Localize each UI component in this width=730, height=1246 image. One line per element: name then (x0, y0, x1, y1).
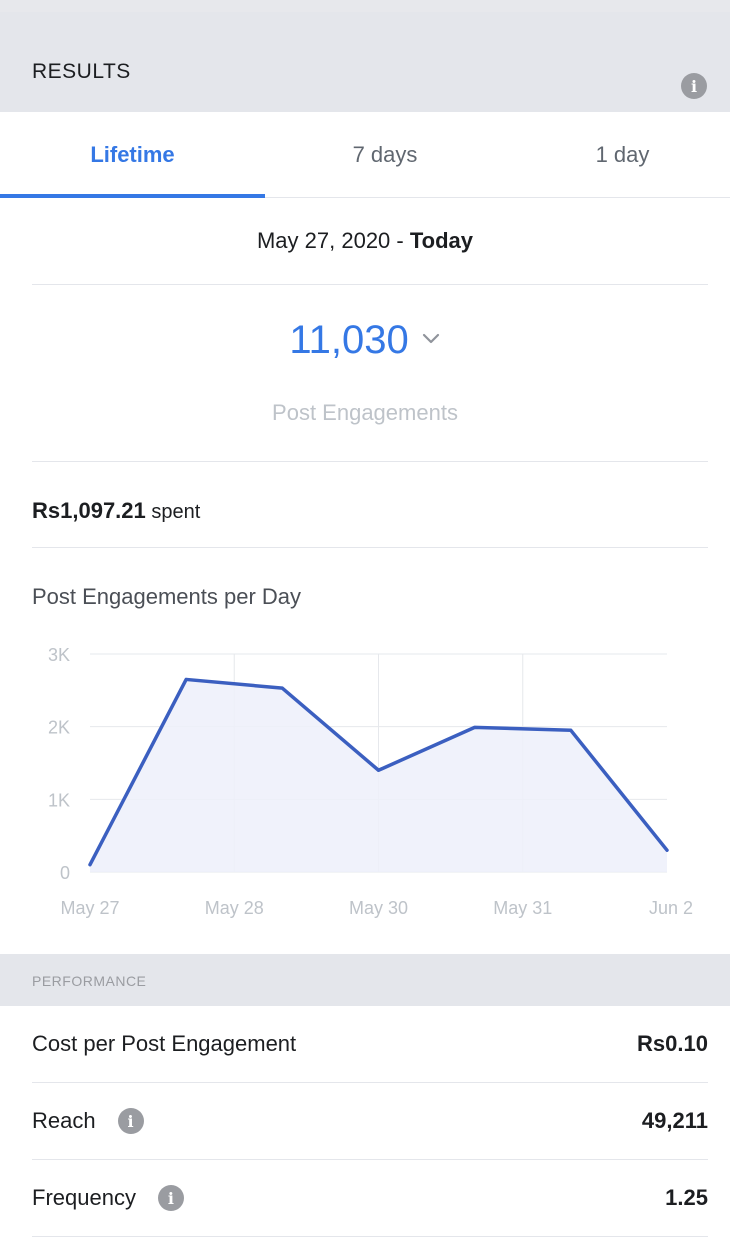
performance-section-header: PERFORMANCE (0, 954, 730, 1006)
metric-selector[interactable]: 11,030 (0, 318, 730, 363)
performance-title: PERFORMANCE (32, 973, 147, 989)
date-range-separator: - (390, 228, 410, 253)
performance-list: Cost per Post Engagement Rs0.10 Reach i … (0, 1006, 730, 1246)
date-range-start: May 27, 2020 (256, 228, 391, 253)
row-value: 49,211 (641, 1108, 708, 1133)
chevron-down-icon (422, 333, 439, 343)
spent-suffix: spent (151, 501, 201, 523)
info-icon[interactable]: i (681, 73, 707, 99)
active-tab-indicator (0, 194, 265, 198)
tab-7-days[interactable]: 7 days (352, 142, 418, 167)
divider (32, 547, 708, 548)
x-tick-label: Jun 2 (649, 898, 693, 918)
performance-row-frequency: Frequency i 1.25 (32, 1160, 708, 1237)
results-card: Lifetime 7 days 1 day May 27, 2020 - Tod… (0, 112, 730, 954)
tab-1-day[interactable]: 1 day (595, 142, 650, 167)
row-label: Cost per Post Engagement (32, 1031, 297, 1056)
row-value: Rs0.10 (637, 1031, 708, 1056)
x-tick-label: May 30 (349, 898, 408, 918)
row-value: 1.25 (665, 1185, 708, 1210)
y-tick-label: 3K (48, 645, 70, 665)
spent-amount: Rs1,097.21 (32, 498, 146, 523)
x-tick-label: May 27 (60, 898, 119, 918)
performance-row-cost: Cost per Post Engagement Rs0.10 (32, 1006, 708, 1083)
y-tick-label: 2K (48, 718, 70, 738)
metric-label: Post Engagements (272, 400, 458, 425)
time-range-tabs: Lifetime 7 days 1 day (0, 112, 730, 198)
x-tick-label: May 31 (493, 898, 552, 918)
metric-value: 11,030 (289, 318, 409, 362)
divider (32, 461, 708, 462)
y-tick-label: 0 (60, 863, 70, 883)
y-tick-label: 1K (48, 790, 70, 810)
chart-title: Post Engagements per Day (32, 584, 302, 609)
divider (32, 284, 708, 285)
series-area (90, 679, 667, 872)
info-icon[interactable]: i (117, 1108, 144, 1134)
row-label: Frequency (32, 1185, 136, 1210)
engagements-chart: 0 1K 2K 3K May 27 May 28 May 30 May 31 Jun 2 (48, 645, 693, 918)
results-title: RESULTS (32, 60, 131, 83)
amount-spent: Rs1,097.21 spent (32, 498, 200, 524)
date-range: May 27, 2020 - Today (0, 228, 730, 254)
results-header: RESULTS i (0, 12, 730, 112)
tab-lifetime[interactable]: Lifetime (90, 142, 175, 167)
info-icon[interactable]: i (157, 1185, 184, 1211)
performance-row-reach: Reach i 49,211 (32, 1083, 708, 1160)
date-range-end: Today (409, 228, 474, 253)
row-label: Reach (32, 1108, 96, 1133)
x-tick-label: May 28 (205, 898, 264, 918)
